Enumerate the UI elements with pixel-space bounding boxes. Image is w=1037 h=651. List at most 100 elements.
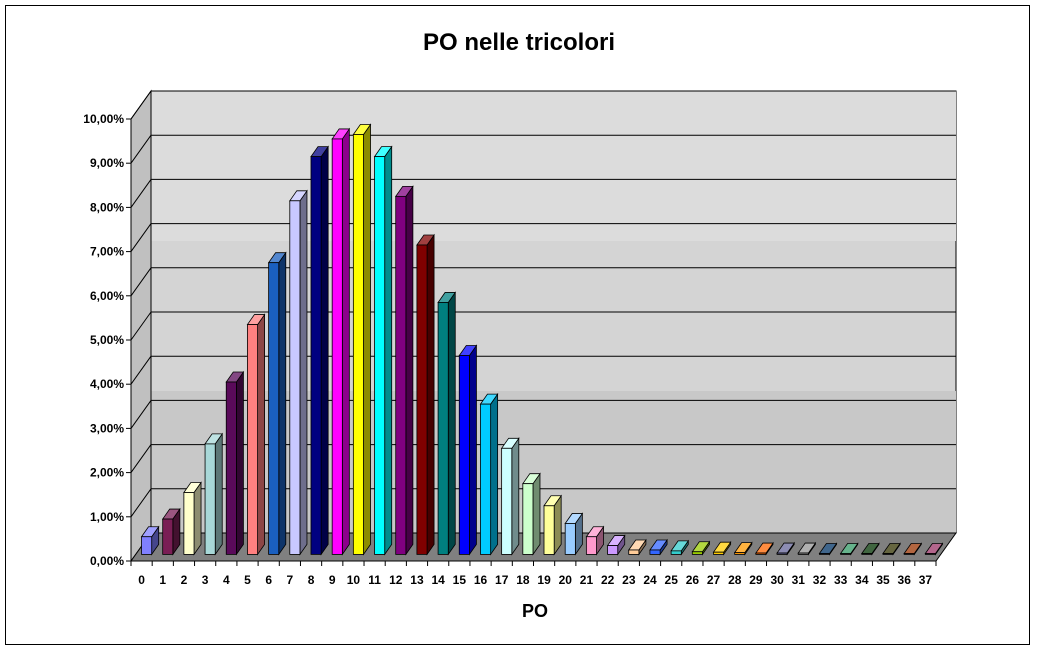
bar-front xyxy=(501,447,513,555)
bar-side xyxy=(490,392,499,556)
bar-front xyxy=(564,523,576,555)
y-tick-label: 5,00% xyxy=(90,333,124,347)
bar-front xyxy=(691,551,703,555)
bar-0 xyxy=(140,525,160,556)
y-tick-label: 3,00% xyxy=(90,421,124,435)
y-tick-label: 2,00% xyxy=(90,466,124,480)
back-wall-band xyxy=(151,91,956,241)
bar-side xyxy=(278,251,287,556)
bar-front xyxy=(628,549,640,555)
y-axis-ticks: 0,00% 1,00% 2,00% 3,00% 4,00% 5,00% 6,00% 7,00%… xyxy=(83,112,132,568)
bar-side xyxy=(405,185,414,556)
x-tick-label: 36 xyxy=(898,573,912,587)
bar-16 xyxy=(479,392,499,556)
x-tick-label: 16 xyxy=(474,573,488,587)
gridline-side xyxy=(130,179,152,208)
x-tick-label: 10 xyxy=(347,573,361,587)
bar-side xyxy=(320,145,329,556)
bar-chart: 0,00% 1,00% 2,00% 3,00% 4,00% 5,00% 6,00% 7,00%… xyxy=(83,29,957,621)
bar-35 xyxy=(882,542,901,556)
x-tick-label: 6 xyxy=(265,573,272,587)
bar-side xyxy=(341,127,350,556)
bar-front xyxy=(225,381,237,555)
bar-front xyxy=(840,553,852,555)
bar-14 xyxy=(437,291,457,556)
bar-side xyxy=(363,123,371,556)
x-tick-label: 22 xyxy=(601,573,615,587)
bar-24 xyxy=(649,538,668,556)
x-tick-label: 34 xyxy=(855,573,869,587)
y-tick-label: 4,00% xyxy=(90,377,124,391)
x-tick-label: 19 xyxy=(537,573,551,587)
bar-27 xyxy=(712,540,732,556)
bar-front xyxy=(480,403,492,555)
bar-5 xyxy=(246,313,266,556)
bar-front xyxy=(924,553,936,555)
bar-28 xyxy=(733,541,753,556)
x-tick-label: 0 xyxy=(138,573,145,587)
chart-title: PO nelle tricolori xyxy=(423,29,615,56)
x-tick-label: 23 xyxy=(622,573,636,587)
bar-front xyxy=(247,324,258,555)
bar-8 xyxy=(310,145,329,556)
x-tick-label: 24 xyxy=(643,573,657,587)
bar-front xyxy=(670,550,682,555)
bar-front xyxy=(819,553,830,555)
gridline-side xyxy=(130,223,152,252)
bar-18 xyxy=(522,472,541,556)
bar-front xyxy=(289,200,301,555)
bar-side xyxy=(426,233,435,556)
x-tick-label: 15 xyxy=(453,573,467,587)
bar-front xyxy=(861,553,873,555)
bar-front xyxy=(734,552,746,555)
bar-15 xyxy=(458,344,478,556)
gridline-side xyxy=(130,400,152,429)
bar-20 xyxy=(564,512,584,556)
x-tick-label: 7 xyxy=(287,573,294,587)
bar-side xyxy=(532,472,541,556)
x-tick-label: 18 xyxy=(516,573,530,587)
bar-front xyxy=(416,244,428,555)
gridline-side xyxy=(130,267,152,297)
gridline-side xyxy=(130,444,152,473)
bar-front xyxy=(141,536,153,555)
bars xyxy=(140,123,944,556)
y-tick-label: 9,00% xyxy=(90,156,124,170)
x-tick-label: 13 xyxy=(410,573,424,587)
y-tick-label: 7,00% xyxy=(90,245,124,259)
bar-side xyxy=(236,370,244,556)
bar-front xyxy=(268,262,280,555)
x-tick-label: 32 xyxy=(813,573,827,587)
bar-9 xyxy=(331,127,351,556)
x-tick-label: 21 xyxy=(580,573,594,587)
x-tick-label: 2 xyxy=(181,573,188,587)
bar-37 xyxy=(924,542,944,556)
x-tick-label: 30 xyxy=(770,573,784,587)
x-tick-label: 4 xyxy=(223,573,230,587)
x-tick-label: 28 xyxy=(728,573,742,587)
y-tick-label: 1,00% xyxy=(90,510,124,524)
chart-frame: 0,00% 1,00% 2,00% 3,00% 4,00% 5,00% 6,00% 7,00%… xyxy=(5,5,1030,645)
x-tick-label: 11 xyxy=(368,573,381,587)
x-tick-label: 8 xyxy=(308,573,315,587)
x-tick-label: 33 xyxy=(834,573,848,587)
bar-side xyxy=(447,291,456,556)
bar-front xyxy=(374,156,386,555)
bar-4 xyxy=(225,370,245,556)
gridline-side xyxy=(130,134,152,164)
bar-1 xyxy=(161,507,181,556)
bar-13 xyxy=(416,233,435,556)
bar-front xyxy=(607,545,619,555)
bar-side xyxy=(384,145,393,556)
bar-front xyxy=(458,355,470,555)
bar-side xyxy=(193,481,202,556)
bar-front xyxy=(183,492,195,555)
bar-19 xyxy=(543,494,562,556)
bar-front xyxy=(543,505,555,555)
bar-front xyxy=(437,302,449,555)
bar-32 xyxy=(818,542,838,556)
bar-front xyxy=(331,138,343,555)
bar-12 xyxy=(394,185,414,556)
bar-front xyxy=(903,553,915,555)
bar-31 xyxy=(797,541,817,556)
